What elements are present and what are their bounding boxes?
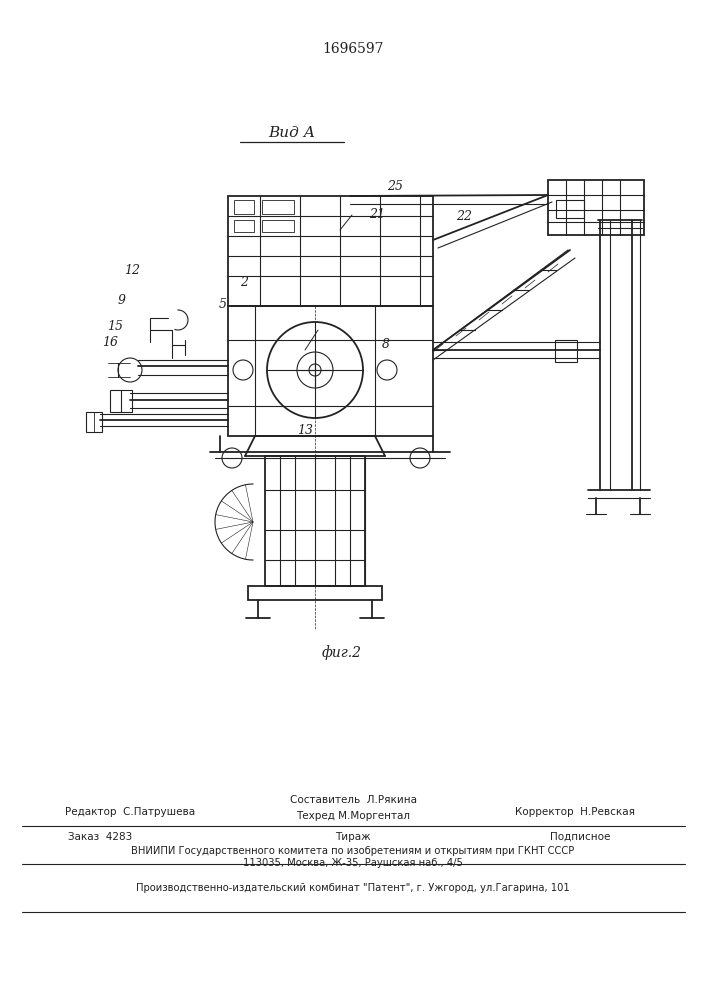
- Bar: [234, 200, 254, 214]
- Bar: [234, 220, 254, 232]
- Text: Тираж: Тираж: [335, 832, 370, 842]
- Text: 1696597: 1696597: [322, 42, 384, 56]
- Bar: [555, 340, 577, 362]
- Text: 22: 22: [456, 211, 472, 224]
- Text: 5: 5: [219, 298, 227, 312]
- Text: Корректор  Н.Ревская: Корректор Н.Ревская: [515, 807, 635, 817]
- Bar: [548, 180, 644, 235]
- Text: Подписное: Подписное: [550, 832, 610, 842]
- Text: Редактор  С.Патрушева: Редактор С.Патрушева: [65, 807, 195, 817]
- Text: 13: 13: [297, 424, 313, 436]
- Text: Заказ  4283: Заказ 4283: [68, 832, 132, 842]
- Bar: [265, 456, 365, 586]
- Bar: [248, 586, 382, 600]
- Text: фиг.2: фиг.2: [322, 645, 362, 660]
- Bar: [228, 306, 433, 436]
- Text: 9: 9: [118, 294, 126, 306]
- Text: 113035, Москва, Ж-35, Раушская наб., 4/5: 113035, Москва, Ж-35, Раушская наб., 4/5: [243, 858, 463, 868]
- Text: 25: 25: [387, 180, 404, 194]
- Bar: [228, 196, 433, 306]
- Text: Вид А: Вид А: [269, 126, 315, 140]
- Text: 16: 16: [103, 336, 119, 349]
- Bar: [262, 200, 294, 214]
- Text: Техред М.Моргентал: Техред М.Моргентал: [296, 811, 410, 821]
- Text: 15: 15: [107, 320, 124, 332]
- Bar: [110, 390, 132, 412]
- Text: 8: 8: [382, 338, 390, 351]
- Text: 2: 2: [240, 275, 248, 288]
- Bar: [86, 412, 102, 432]
- Bar: [262, 220, 294, 232]
- Text: 21: 21: [369, 209, 385, 222]
- Bar: [556, 200, 584, 218]
- Text: Производственно-издательский комбинат "Патент", г. Ужгород, ул.Гагарина, 101: Производственно-издательский комбинат "П…: [136, 883, 570, 893]
- Text: ВНИИПИ Государственного комитета по изобретениям и открытиям при ГКНТ СССР: ВНИИПИ Государственного комитета по изоб…: [132, 846, 575, 856]
- Text: Составитель  Л.Рякина: Составитель Л.Рякина: [289, 795, 416, 805]
- Text: 12: 12: [124, 263, 140, 276]
